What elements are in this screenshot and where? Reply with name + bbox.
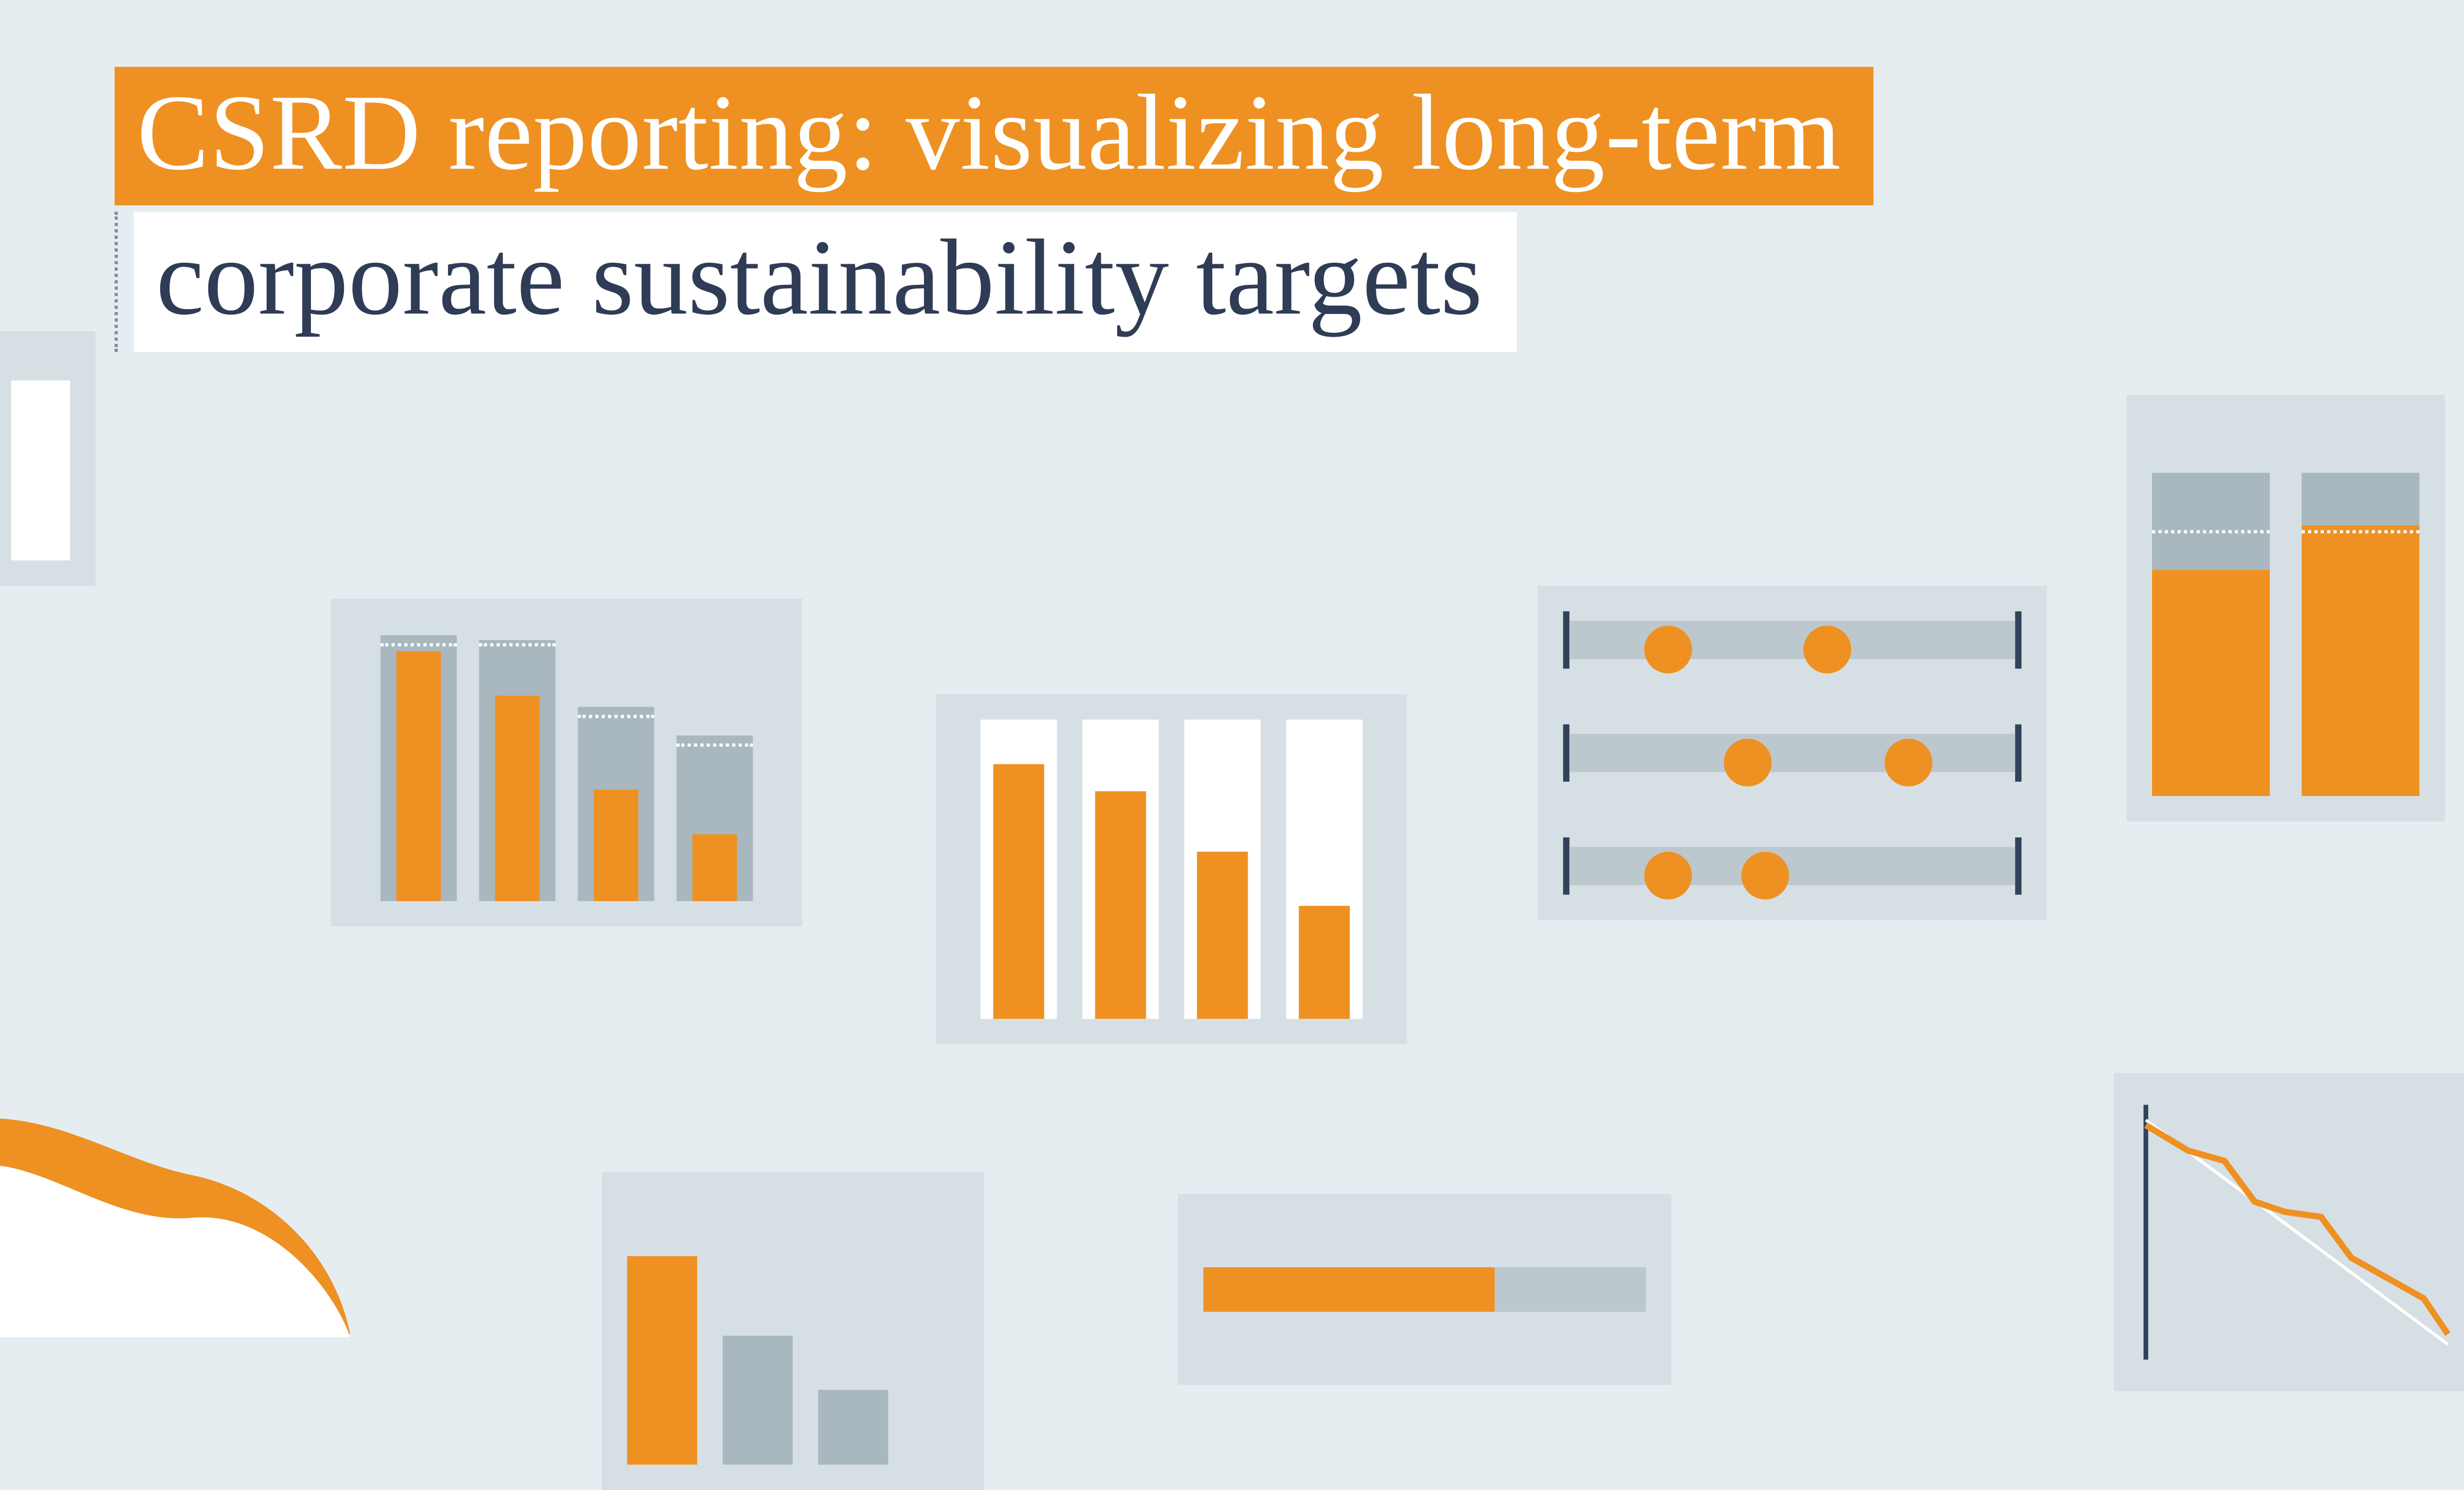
chart-bottom-bars-partial [602, 1172, 984, 1490]
infographic-canvas: CSRD reporting: visualizing long-term co… [0, 0, 2464, 1289]
chart-dot-plot [1538, 586, 2047, 920]
chart-stacked-bars [2126, 395, 2445, 822]
chart-bars [936, 694, 1407, 1044]
chart-bullet-bars [331, 598, 802, 926]
blob-white [0, 1130, 414, 1337]
title-dotted-strip [115, 212, 124, 351]
title-line-1: CSRD reporting: visualizing long-term [115, 67, 1873, 206]
title-line-2: corporate sustainability targets [134, 212, 1517, 351]
chart-line [2114, 1073, 2464, 1391]
chart-left-edge-partial [0, 331, 96, 586]
chart-progress [1178, 1194, 1671, 1385]
page-title: CSRD reporting: visualizing long-term co… [115, 67, 1873, 351]
